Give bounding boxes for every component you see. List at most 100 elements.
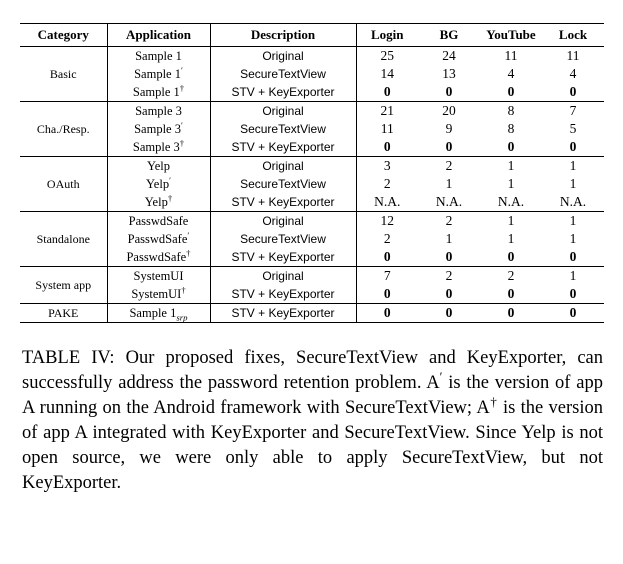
description-cell: Original bbox=[210, 156, 357, 175]
application-cell: Sample 1 bbox=[107, 46, 211, 65]
application-name: Sample 1 bbox=[132, 85, 180, 99]
header-bg: BG bbox=[439, 27, 459, 42]
login-value-cell: 2 bbox=[383, 176, 391, 191]
lock-value-cell: 1 bbox=[542, 266, 604, 285]
login-value-cell: 7 bbox=[356, 266, 418, 285]
bg-value-cell: 2 bbox=[418, 211, 480, 230]
description-cell: STV + KeyExporter bbox=[210, 248, 357, 267]
application-variant-mark: ′ bbox=[169, 175, 171, 185]
application-name: Sample 3 bbox=[134, 122, 181, 136]
table-row: Standalone PasswdSafe Original 12 2 1 1 bbox=[20, 211, 604, 267]
application-cell: Yelp† bbox=[107, 193, 211, 212]
table-row: SystemUI† STV + KeyExporter 0 0 0 0 bbox=[20, 285, 604, 304]
application-name: Sample 1 bbox=[129, 306, 177, 320]
description-cell: SecureTextView bbox=[210, 65, 357, 83]
application-variant-mark: ′ bbox=[187, 230, 190, 240]
application-variant-mark: † bbox=[167, 193, 173, 203]
application-name: Sample 3 bbox=[132, 140, 180, 154]
application-cell: PasswdSafe† bbox=[107, 248, 211, 267]
youtube-value-cell: 8 bbox=[507, 121, 515, 136]
lock-value-cell: 0 bbox=[569, 139, 577, 154]
header-row: Category Application Description Login B… bbox=[20, 23, 604, 47]
header-lock: Lock bbox=[558, 27, 588, 42]
bg-value-cell: 0 bbox=[445, 286, 453, 301]
description-cell: SecureTextView bbox=[210, 175, 357, 193]
application-variant-mark: † bbox=[186, 248, 191, 258]
youtube-value-cell: 0 bbox=[507, 84, 515, 99]
lock-value-cell: 0 bbox=[569, 249, 577, 264]
table-row: Sample 3† STV + KeyExporter 0 0 0 0 bbox=[20, 138, 604, 157]
lock-value-cell: 0 bbox=[542, 303, 604, 323]
bg-value-cell: N.A. bbox=[435, 194, 463, 209]
login-value-cell: 21 bbox=[356, 101, 418, 120]
application-cell: Yelp bbox=[107, 156, 211, 175]
table-row: PasswdSafe′ SecureTextView 2 1 1 1 bbox=[20, 230, 604, 248]
youtube-value-cell: 1 bbox=[507, 176, 515, 191]
login-value-cell: 0 bbox=[356, 303, 418, 323]
description-cell: Original bbox=[210, 211, 357, 230]
youtube-value-cell: 8 bbox=[480, 101, 542, 120]
application-cell: Sample 1′ bbox=[107, 65, 211, 83]
category-cell: PAKE bbox=[20, 303, 108, 323]
application-name: PasswdSafe bbox=[126, 250, 187, 264]
bg-value-cell: 0 bbox=[445, 84, 453, 99]
application-variant-mark: † bbox=[179, 138, 185, 148]
lock-value-cell: 0 bbox=[569, 286, 577, 301]
category-cell: Basic bbox=[20, 46, 108, 102]
login-value-cell: 0 bbox=[383, 139, 391, 154]
application-name: PasswdSafe bbox=[128, 214, 189, 228]
application-cell: Sample 3† bbox=[107, 138, 211, 157]
lock-value-cell: N.A. bbox=[559, 194, 587, 209]
application-variant-mark: ′ bbox=[180, 120, 183, 130]
caption-label: TABLE IV: bbox=[22, 348, 115, 368]
application-name: Yelp bbox=[144, 195, 168, 209]
description-cell: SecureTextView bbox=[210, 230, 357, 248]
login-value-cell: 0 bbox=[383, 84, 391, 99]
description-cell: STV + KeyExporter bbox=[210, 193, 357, 212]
table-row: Cha./Resp. Sample 3 Original 21 20 8 7 bbox=[20, 101, 604, 157]
application-variant-mark: † bbox=[181, 285, 186, 295]
table-caption: TABLE IV: Our proposed fixes, SecureText… bbox=[22, 346, 603, 496]
bg-value-cell: 2 bbox=[418, 156, 480, 175]
application-cell: Sample 1srp bbox=[107, 303, 211, 323]
table-row: Basic Sample 1 Original 25 24 11 11 bbox=[20, 46, 604, 102]
youtube-value-cell: 0 bbox=[507, 139, 515, 154]
table-body: Basic Sample 1 Original 25 24 11 11 Sample 1′ Se… bbox=[20, 46, 604, 323]
login-value-cell: 0 bbox=[383, 249, 391, 264]
youtube-value-cell: 0 bbox=[507, 286, 515, 301]
application-cell: PasswdSafe′ bbox=[107, 230, 211, 248]
header-description: Description bbox=[210, 23, 357, 47]
category-cell: Standalone bbox=[20, 211, 108, 267]
login-value-cell: 2 bbox=[383, 231, 391, 246]
lock-value-cell: 1 bbox=[542, 211, 604, 230]
application-name: Sample 1 bbox=[134, 67, 181, 81]
description-cell: Original bbox=[210, 101, 357, 120]
header-application: Application bbox=[107, 23, 211, 47]
category-cell: Cha./Resp. bbox=[20, 101, 108, 157]
youtube-value-cell: 4 bbox=[507, 66, 515, 81]
caption-dagger-mark: † bbox=[489, 393, 498, 409]
table-row: PasswdSafe† STV + KeyExporter 0 0 0 0 bbox=[20, 248, 604, 267]
header-youtube: YouTube bbox=[486, 27, 536, 42]
description-cell: STV + KeyExporter bbox=[210, 303, 357, 323]
youtube-value-cell: 1 bbox=[480, 211, 542, 230]
description-cell: Original bbox=[210, 266, 357, 285]
lock-value-cell: 4 bbox=[569, 66, 577, 81]
lock-value-cell: 1 bbox=[569, 231, 577, 246]
bg-value-cell: 0 bbox=[418, 303, 480, 323]
login-value-cell: 25 bbox=[380, 48, 395, 63]
table-row: Sample 1′ SecureTextView 14 13 4 4 bbox=[20, 65, 604, 83]
description-cell: Original bbox=[210, 46, 357, 65]
application-variant-mark: ′ bbox=[180, 65, 183, 75]
application-subscript: srp bbox=[176, 312, 188, 323]
table-row: Yelp′ SecureTextView 2 1 1 1 bbox=[20, 175, 604, 193]
bg-value-cell: 9 bbox=[445, 121, 453, 136]
table-row: System app SystemUI Original 7 2 2 1 bbox=[20, 266, 604, 304]
bg-value-cell: 13 bbox=[442, 66, 456, 81]
header-login: Login bbox=[370, 27, 404, 42]
application-name: Yelp bbox=[146, 159, 171, 173]
category-cell: OAuth bbox=[20, 156, 108, 212]
application-name: SystemUI bbox=[131, 287, 182, 301]
description-cell: SecureTextView bbox=[210, 120, 357, 138]
youtube-value-cell: 0 bbox=[507, 249, 515, 264]
